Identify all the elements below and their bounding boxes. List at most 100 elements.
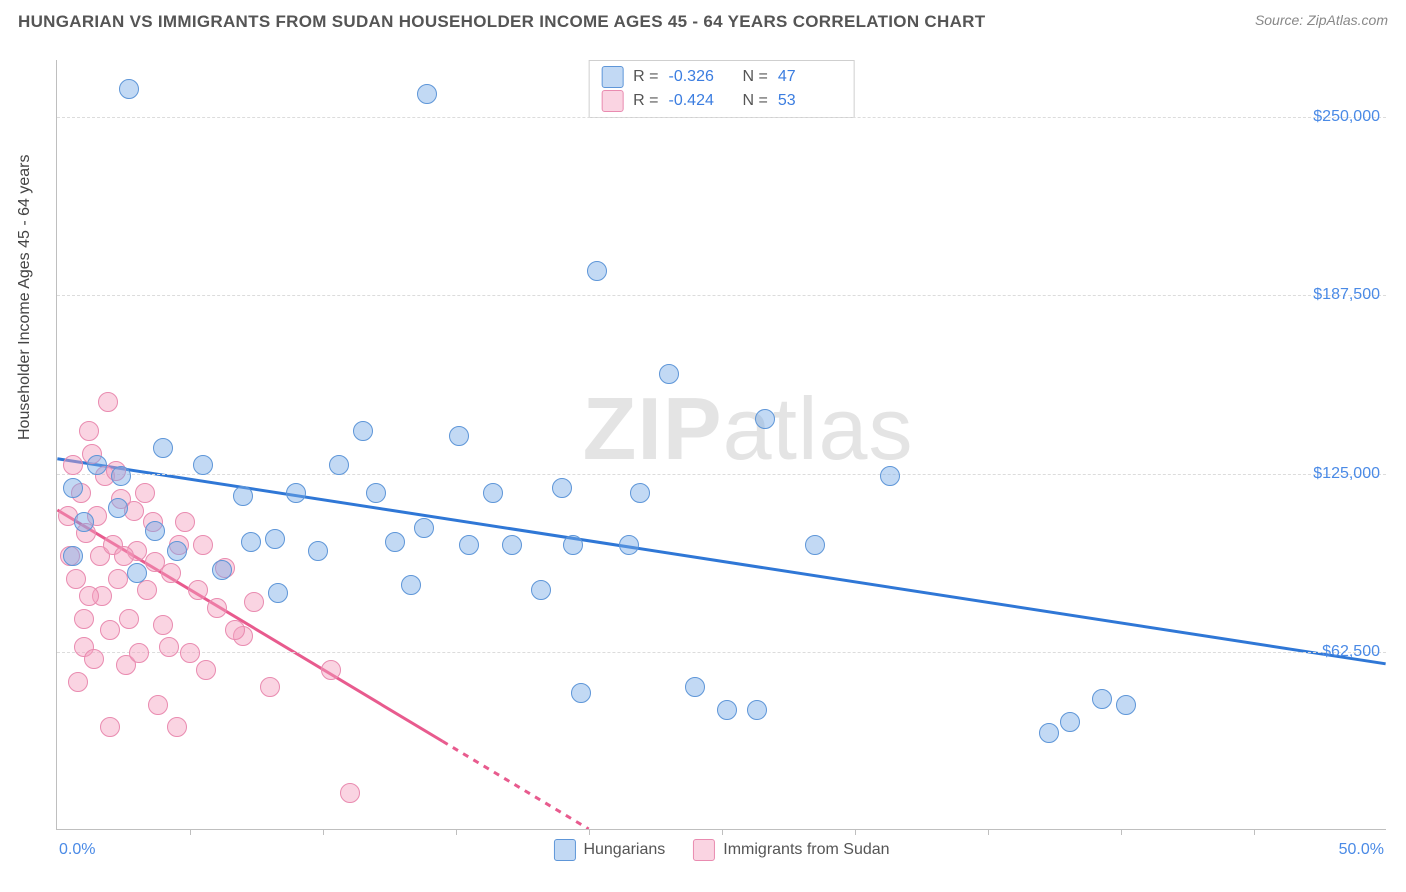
page-title: HUNGARIAN VS IMMIGRANTS FROM SUDAN HOUSE…: [18, 12, 985, 32]
gridline: [57, 474, 1386, 475]
data-point-blue: [717, 700, 737, 720]
x-tick: [456, 829, 457, 835]
y-axis-label: Householder Income Ages 45 - 64 years: [16, 155, 34, 441]
data-point-blue: [353, 421, 373, 441]
data-point-blue: [685, 677, 705, 697]
data-point-blue: [659, 364, 679, 384]
data-point-blue: [1060, 712, 1080, 732]
data-point-blue: [167, 541, 187, 561]
data-point-pink: [129, 643, 149, 663]
x-tick: [1254, 829, 1255, 835]
data-point-pink: [153, 615, 173, 635]
data-point-pink: [145, 552, 165, 572]
data-point-blue: [286, 483, 306, 503]
data-point-pink: [137, 580, 157, 600]
data-point-blue: [401, 575, 421, 595]
watermark: ZIPatlas: [583, 378, 914, 480]
data-point-blue: [108, 498, 128, 518]
data-point-blue: [459, 535, 479, 555]
stats-r-pink: -0.424: [669, 92, 733, 110]
legend-item-blue: Hungarians: [553, 839, 665, 861]
stats-n-label: N =: [743, 68, 768, 86]
data-point-blue: [212, 560, 232, 580]
data-point-pink: [167, 717, 187, 737]
data-point-pink: [119, 609, 139, 629]
data-point-pink: [188, 580, 208, 600]
stats-r-blue: -0.326: [669, 68, 733, 86]
data-point-blue: [571, 683, 591, 703]
data-point-blue: [233, 486, 253, 506]
data-point-pink: [321, 660, 341, 680]
y-tick-label: $125,000: [1313, 465, 1380, 483]
data-point-blue: [329, 455, 349, 475]
data-point-blue: [747, 700, 767, 720]
data-point-blue: [414, 518, 434, 538]
x-tick: [589, 829, 590, 835]
data-point-pink: [74, 609, 94, 629]
y-tick-label: $187,500: [1313, 286, 1380, 304]
x-tick: [1121, 829, 1122, 835]
data-point-blue: [74, 512, 94, 532]
data-point-blue: [417, 84, 437, 104]
data-point-pink: [108, 569, 128, 589]
data-point-blue: [1092, 689, 1112, 709]
data-point-pink: [225, 620, 245, 640]
data-point-blue: [127, 563, 147, 583]
gridline: [57, 295, 1386, 296]
stats-n-label: N =: [743, 92, 768, 110]
data-point-blue: [63, 546, 83, 566]
data-point-pink: [100, 620, 120, 640]
data-point-blue: [587, 261, 607, 281]
swatch-blue: [553, 839, 575, 861]
data-point-blue: [153, 438, 173, 458]
data-point-blue: [619, 535, 639, 555]
data-point-pink: [207, 598, 227, 618]
data-point-pink: [340, 783, 360, 803]
data-point-blue: [63, 478, 83, 498]
data-point-blue: [111, 466, 131, 486]
data-point-blue: [193, 455, 213, 475]
legend-label-blue: Hungarians: [583, 841, 665, 859]
data-point-blue: [1039, 723, 1059, 743]
x-tick: [988, 829, 989, 835]
gridline: [57, 117, 1386, 118]
data-point-blue: [552, 478, 572, 498]
legend: Hungarians Immigrants from Sudan: [553, 839, 889, 861]
data-point-pink: [66, 569, 86, 589]
data-point-pink: [63, 455, 83, 475]
data-point-pink: [84, 649, 104, 669]
x-tick: [855, 829, 856, 835]
data-point-blue: [385, 532, 405, 552]
data-point-blue: [145, 521, 165, 541]
data-point-blue: [531, 580, 551, 600]
swatch-pink: [693, 839, 715, 861]
gridline: [57, 652, 1386, 653]
data-point-blue: [805, 535, 825, 555]
stats-box: R = -0.326 N = 47 R = -0.424 N = 53: [588, 60, 855, 118]
data-point-pink: [100, 717, 120, 737]
data-point-pink: [193, 535, 213, 555]
stats-n-blue: 47: [778, 68, 842, 86]
y-tick-label: $62,500: [1322, 643, 1380, 661]
x-axis-max-label: 50.0%: [1339, 841, 1384, 859]
data-point-pink: [175, 512, 195, 532]
scatter-plot: ZIPatlas R = -0.326 N = 47 R = -0.424 N …: [56, 60, 1386, 830]
data-point-blue: [449, 426, 469, 446]
data-point-pink: [79, 421, 99, 441]
data-point-pink: [244, 592, 264, 612]
data-point-pink: [196, 660, 216, 680]
swatch-blue: [601, 66, 623, 88]
data-point-blue: [366, 483, 386, 503]
data-point-pink: [180, 643, 200, 663]
data-point-blue: [1116, 695, 1136, 715]
data-point-blue: [308, 541, 328, 561]
data-point-pink: [114, 546, 134, 566]
legend-label-pink: Immigrants from Sudan: [723, 841, 889, 859]
y-tick-label: $250,000: [1313, 108, 1380, 126]
legend-item-pink: Immigrants from Sudan: [693, 839, 889, 861]
stats-r-label: R =: [633, 68, 658, 86]
data-point-pink: [159, 637, 179, 657]
data-point-pink: [135, 483, 155, 503]
data-point-pink: [148, 695, 168, 715]
data-point-pink: [98, 392, 118, 412]
